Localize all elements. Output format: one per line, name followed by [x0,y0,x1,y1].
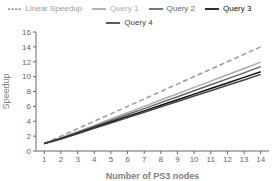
svg-text:Number of PS3 nodes: Number of PS3 nodes [106,171,200,181]
html-text:Query 1: Query 1 [110,4,139,14]
svg-text:2: 2 [59,155,64,164]
svg-text:3: 3 [75,155,80,164]
svg-text:6: 6 [125,155,130,164]
svg-text:4: 4 [27,117,32,126]
svg-text:8: 8 [159,155,164,164]
svg-text:14: 14 [256,155,265,164]
svg-text:10: 10 [190,155,199,164]
svg-text:12: 12 [22,58,31,67]
svg-text:14: 14 [22,43,31,52]
svg-text:10: 10 [22,72,31,81]
svg-text:7: 7 [142,155,147,164]
svg-text:2: 2 [27,132,32,141]
svg-text:13: 13 [240,155,249,164]
svg-text:5: 5 [109,155,114,164]
svg-text:12: 12 [223,155,232,164]
svg-text:16: 16 [22,28,31,37]
svg-text:8: 8 [27,87,32,96]
html-text:Query 2: Query 2 [166,4,195,14]
svg-text:6: 6 [27,102,32,111]
html-text:Query 4: Query 4 [124,18,153,28]
html-text:Linear Speedup: Linear Speedup [25,4,82,14]
html-text:Query 3: Query 3 [223,4,252,14]
svg-text:1: 1 [42,155,47,164]
svg-text:Speedup: Speedup [1,73,11,109]
svg-text:11: 11 [207,155,216,164]
svg-text:9: 9 [175,155,180,164]
svg-text:0: 0 [27,147,32,156]
svg-text:4: 4 [92,155,97,164]
